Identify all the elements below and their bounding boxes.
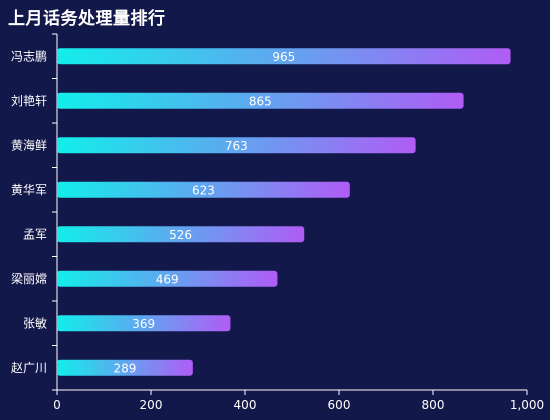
chart-title: 上月话务处理量排行 <box>8 9 166 29</box>
value-label: 289 <box>113 361 136 375</box>
x-tick-label: 600 <box>328 398 351 412</box>
bar <box>57 226 305 243</box>
value-label: 469 <box>156 272 179 286</box>
category-label: 梁丽嫦 <box>11 271 47 286</box>
bar <box>57 181 350 198</box>
category-label: 冯志鹏 <box>11 49 47 63</box>
category-label: 张敏 <box>23 315 47 330</box>
category-label: 刘艳轩 <box>11 93 47 108</box>
value-label: 965 <box>272 50 295 64</box>
x-tick-label: 800 <box>422 398 445 412</box>
bar <box>57 48 511 65</box>
value-label: 763 <box>225 139 248 153</box>
bars <box>57 48 511 376</box>
labels: 冯志鹏 965 刘艳轩 865 黄海鲜 763 黄华军 623 孟军 526 梁丽嫦 469 张敏 369… <box>11 49 295 375</box>
bar <box>57 92 464 109</box>
axes: 0 200 400 600 800 1,000 <box>52 33 544 412</box>
category-label: 赵广川 <box>11 361 47 375</box>
x-tick-label: 400 <box>234 398 257 412</box>
bar <box>57 137 416 154</box>
value-label: 526 <box>169 228 192 242</box>
bar <box>57 359 193 376</box>
category-label: 孟军 <box>23 227 47 241</box>
category-label: 黄海鲜 <box>11 137 47 152</box>
x-tick-label: 1,000 <box>510 398 544 412</box>
value-label: 369 <box>132 317 155 331</box>
bar <box>57 270 278 287</box>
x-tick-label: 0 <box>53 398 61 412</box>
x-tick-label: 200 <box>140 398 163 412</box>
value-label: 865 <box>249 94 272 108</box>
bar <box>57 315 231 332</box>
category-label: 黄华军 <box>11 183 47 197</box>
value-label: 623 <box>192 183 215 197</box>
